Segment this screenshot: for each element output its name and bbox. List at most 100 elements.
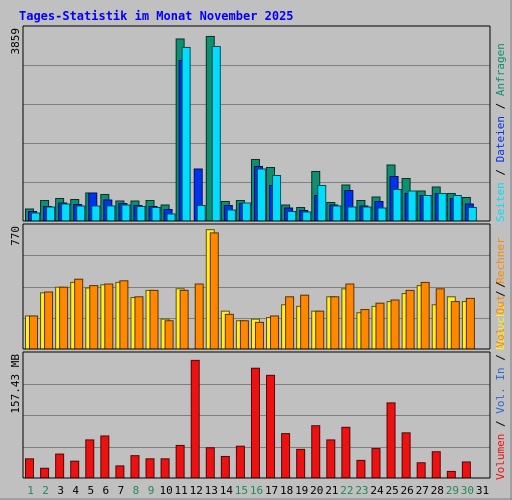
- bar-rechner-day-29: [450, 301, 460, 350]
- bar-seiten-day-9: [151, 206, 161, 222]
- bar-seiten-day-18: [287, 210, 297, 222]
- bar-rechner-day-1: [29, 315, 38, 350]
- legend-entry: Dateien: [494, 116, 507, 162]
- x-tick-label: 20: [310, 484, 323, 497]
- x-tick-label: 28: [431, 484, 444, 497]
- bar-volumen-day-30: [461, 461, 471, 479]
- bar-rechner-day-24: [375, 302, 385, 350]
- legend-entry: /: [494, 96, 507, 116]
- x-tick-label: 23: [355, 484, 368, 497]
- x-tick-label: 2: [42, 484, 49, 497]
- bar-rechner-day-23: [360, 309, 370, 350]
- bar-seiten-day-10: [166, 213, 176, 222]
- bar-seiten-day-17: [272, 174, 282, 222]
- bar-volumen-day-20: [311, 425, 321, 479]
- x-axis-labels: 1 2 3 4 5 6 7 8 9 10 11 12 13 14 15 16 17 18 19 20 21 22 23 24 2…: [27, 484, 489, 497]
- bar-rechner-day-2: [44, 291, 54, 350]
- bar-seiten-day-6: [106, 205, 116, 222]
- x-tick-label: 15: [235, 484, 248, 497]
- x-tick-label: 12: [190, 484, 203, 497]
- bar-volumen-day-12: [190, 359, 200, 479]
- x-tick-label: 10: [159, 484, 172, 497]
- bar-seiten-day-16: [256, 168, 266, 222]
- bar-volumen-day-15: [235, 445, 245, 479]
- bar-volumen-day-4: [70, 460, 80, 479]
- bar-volumen-day-25: [386, 402, 396, 479]
- bar-rechner-day-19: [300, 294, 310, 350]
- legend-requests: Seiten / Dateien / Anfragen: [494, 43, 507, 222]
- bar-seiten-day-12: [196, 204, 206, 222]
- legend-entry: Vol. In: [494, 367, 507, 413]
- bar-volumen-day-18: [281, 433, 291, 479]
- x-tick-label: 9: [148, 484, 155, 497]
- bar-seiten-day-8: [136, 205, 146, 222]
- bar-rechner-day-12: [194, 283, 204, 350]
- bar-rechner-day-16: [254, 321, 264, 350]
- bar-rechner-day-10: [164, 320, 174, 350]
- bar-rechner-day-18: [285, 296, 295, 350]
- x-tick-label: 5: [87, 484, 94, 497]
- bar-rechner-day-7: [119, 280, 129, 350]
- x-tick-label: 29: [446, 484, 459, 497]
- bar-volumen-day-14: [220, 455, 230, 479]
- y-max-label: 770: [9, 226, 22, 246]
- x-tick-label: 25: [385, 484, 398, 497]
- legend-entry: Besuche: [494, 304, 507, 350]
- legend-entry: /: [494, 162, 507, 182]
- x-tick-label: 11: [175, 484, 188, 497]
- bar-volumen-day-2: [40, 467, 50, 479]
- bar-volumen-day-28: [431, 451, 441, 479]
- bar-seiten-day-28: [437, 192, 447, 222]
- chart-title: Tages-Statistik im Monat November 2025: [19, 9, 294, 23]
- bar-rechner-day-22: [345, 283, 355, 350]
- x-tick-label: 27: [416, 484, 429, 497]
- x-tick-label: 19: [295, 484, 308, 497]
- bar-volumen-day-9: [145, 458, 155, 479]
- bar-volumen-day-7: [115, 465, 125, 479]
- bar-seiten-day-11: [181, 46, 191, 222]
- bar-seiten-day-20: [317, 184, 327, 222]
- bar-seiten-day-13: [211, 45, 221, 222]
- bar-seiten-day-2: [46, 206, 56, 222]
- bar-rechner-day-21: [330, 296, 340, 350]
- bar-rechner-day-13: [209, 232, 219, 350]
- bar-volumen-day-17: [266, 374, 276, 479]
- bar-seiten-day-14: [226, 209, 236, 222]
- bar-rechner-day-20: [315, 310, 325, 350]
- bar-seiten-day-7: [121, 204, 131, 222]
- bar-seiten-day-23: [362, 206, 372, 222]
- bar-rechner-day-5: [89, 285, 99, 350]
- x-tick-label: 6: [103, 484, 110, 497]
- bar-rechner-day-9: [149, 289, 159, 350]
- bar-seiten-day-3: [61, 203, 71, 222]
- y-max-label: 157.43 MB: [9, 354, 22, 414]
- bar-volumen-day-6: [100, 435, 110, 479]
- legend-entry: /: [494, 281, 507, 294]
- bar-seiten-day-19: [302, 211, 312, 222]
- bar-volumen-day-22: [341, 426, 351, 479]
- bar-seiten-day-21: [332, 205, 342, 222]
- x-tick-label: 8: [133, 484, 140, 497]
- x-tick-label: 26: [401, 484, 414, 497]
- bar-rechner-day-26: [405, 289, 415, 350]
- x-tick-label: 7: [118, 484, 125, 497]
- bar-volumen-day-8: [130, 455, 140, 479]
- bar-rechner-day-27: [420, 281, 430, 350]
- bar-volumen-day-26: [401, 432, 411, 479]
- legend-entry: Vol. Out: [494, 295, 507, 348]
- bar-volumen-day-23: [356, 459, 366, 479]
- bar-rechner-day-14: [224, 313, 234, 350]
- x-tick-label: 3: [57, 484, 64, 497]
- right-legend: Seiten / Dateien / Anfragen Besuche / Rec…: [494, 43, 507, 480]
- bar-seiten-day-30: [467, 206, 477, 222]
- bar-volumen-day-27: [416, 462, 426, 479]
- bar-rechner-day-17: [270, 315, 280, 350]
- bar-rechner-day-8: [134, 296, 144, 350]
- bar-volumen-day-19: [296, 448, 306, 479]
- bar-rechner-day-15: [239, 320, 249, 350]
- y-max-label: 3859: [9, 28, 22, 55]
- bar-seiten-day-15: [241, 202, 251, 222]
- x-tick-label: 18: [280, 484, 293, 497]
- bar-seiten-day-25: [392, 188, 402, 222]
- x-tick-label: 24: [370, 484, 384, 497]
